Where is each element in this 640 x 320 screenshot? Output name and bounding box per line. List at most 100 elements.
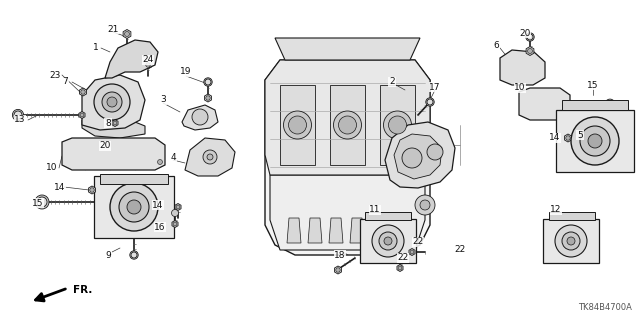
Circle shape — [37, 197, 47, 207]
Polygon shape — [82, 75, 145, 130]
Polygon shape — [112, 119, 118, 126]
Polygon shape — [145, 61, 152, 69]
Text: 14: 14 — [54, 182, 66, 191]
Text: 14: 14 — [152, 201, 164, 210]
Circle shape — [131, 252, 137, 258]
Circle shape — [588, 134, 602, 148]
Circle shape — [204, 78, 212, 86]
Polygon shape — [265, 60, 430, 175]
Circle shape — [427, 99, 433, 105]
Circle shape — [388, 116, 406, 134]
Text: 11: 11 — [369, 205, 381, 214]
Text: 10: 10 — [46, 164, 58, 172]
Circle shape — [205, 79, 211, 85]
Circle shape — [384, 237, 392, 245]
Circle shape — [176, 205, 180, 209]
Polygon shape — [275, 38, 420, 60]
Polygon shape — [409, 249, 415, 255]
Circle shape — [336, 268, 340, 272]
Circle shape — [372, 225, 404, 257]
Circle shape — [402, 148, 422, 168]
Polygon shape — [82, 118, 145, 138]
Bar — [380, 85, 415, 165]
Text: 18: 18 — [334, 251, 346, 260]
Circle shape — [605, 99, 615, 109]
Text: 22: 22 — [397, 253, 408, 262]
Polygon shape — [287, 218, 301, 243]
Circle shape — [157, 160, 163, 164]
Circle shape — [567, 237, 575, 245]
Circle shape — [207, 154, 213, 160]
Text: 12: 12 — [550, 205, 562, 214]
Circle shape — [415, 125, 435, 145]
Circle shape — [127, 200, 141, 214]
Polygon shape — [79, 88, 86, 96]
Text: 5: 5 — [577, 131, 583, 140]
Circle shape — [12, 109, 24, 121]
Circle shape — [383, 111, 412, 139]
Text: TK84B4700A: TK84B4700A — [578, 303, 632, 312]
Bar — [94, 176, 174, 238]
Polygon shape — [123, 29, 131, 38]
Circle shape — [206, 96, 210, 100]
Polygon shape — [105, 40, 158, 78]
Polygon shape — [265, 60, 430, 255]
Bar — [330, 85, 365, 165]
Circle shape — [427, 144, 443, 160]
Text: 4: 4 — [170, 153, 176, 162]
Text: 9: 9 — [105, 251, 111, 260]
Polygon shape — [172, 220, 178, 228]
Polygon shape — [519, 88, 570, 120]
Polygon shape — [371, 218, 385, 243]
Bar — [562, 100, 628, 110]
Text: 2: 2 — [389, 77, 395, 86]
Circle shape — [426, 98, 434, 106]
Polygon shape — [88, 186, 95, 194]
Circle shape — [607, 100, 614, 108]
Circle shape — [80, 113, 84, 117]
Circle shape — [146, 63, 150, 67]
Polygon shape — [182, 105, 218, 130]
Circle shape — [203, 150, 217, 164]
Circle shape — [580, 126, 610, 156]
Circle shape — [527, 49, 532, 53]
Text: FR.: FR. — [73, 285, 92, 295]
Circle shape — [107, 97, 117, 107]
Circle shape — [410, 250, 414, 254]
Circle shape — [415, 160, 435, 180]
Polygon shape — [329, 218, 343, 243]
Polygon shape — [335, 266, 342, 274]
Circle shape — [398, 266, 402, 270]
Circle shape — [35, 195, 49, 209]
Polygon shape — [79, 111, 85, 118]
Circle shape — [415, 195, 435, 215]
Circle shape — [94, 84, 130, 120]
Circle shape — [555, 225, 587, 257]
Polygon shape — [185, 138, 235, 176]
Polygon shape — [156, 157, 164, 166]
Polygon shape — [175, 204, 181, 211]
Circle shape — [526, 33, 534, 41]
Text: 6: 6 — [493, 41, 499, 50]
Circle shape — [90, 188, 94, 192]
Polygon shape — [526, 46, 534, 55]
Polygon shape — [270, 175, 425, 250]
Circle shape — [125, 32, 129, 36]
Circle shape — [379, 232, 397, 250]
Bar — [280, 85, 315, 165]
Bar — [100, 174, 168, 184]
Circle shape — [192, 109, 208, 125]
Text: 20: 20 — [519, 28, 531, 37]
Text: 1: 1 — [93, 44, 99, 52]
Text: 22: 22 — [412, 237, 424, 246]
Circle shape — [113, 121, 117, 125]
Polygon shape — [392, 218, 406, 243]
Circle shape — [571, 117, 619, 165]
Bar — [365, 212, 411, 220]
Text: 13: 13 — [14, 116, 26, 124]
Polygon shape — [397, 265, 403, 271]
Polygon shape — [500, 50, 545, 85]
Polygon shape — [385, 122, 455, 188]
Circle shape — [420, 130, 430, 140]
Text: 20: 20 — [99, 141, 111, 150]
